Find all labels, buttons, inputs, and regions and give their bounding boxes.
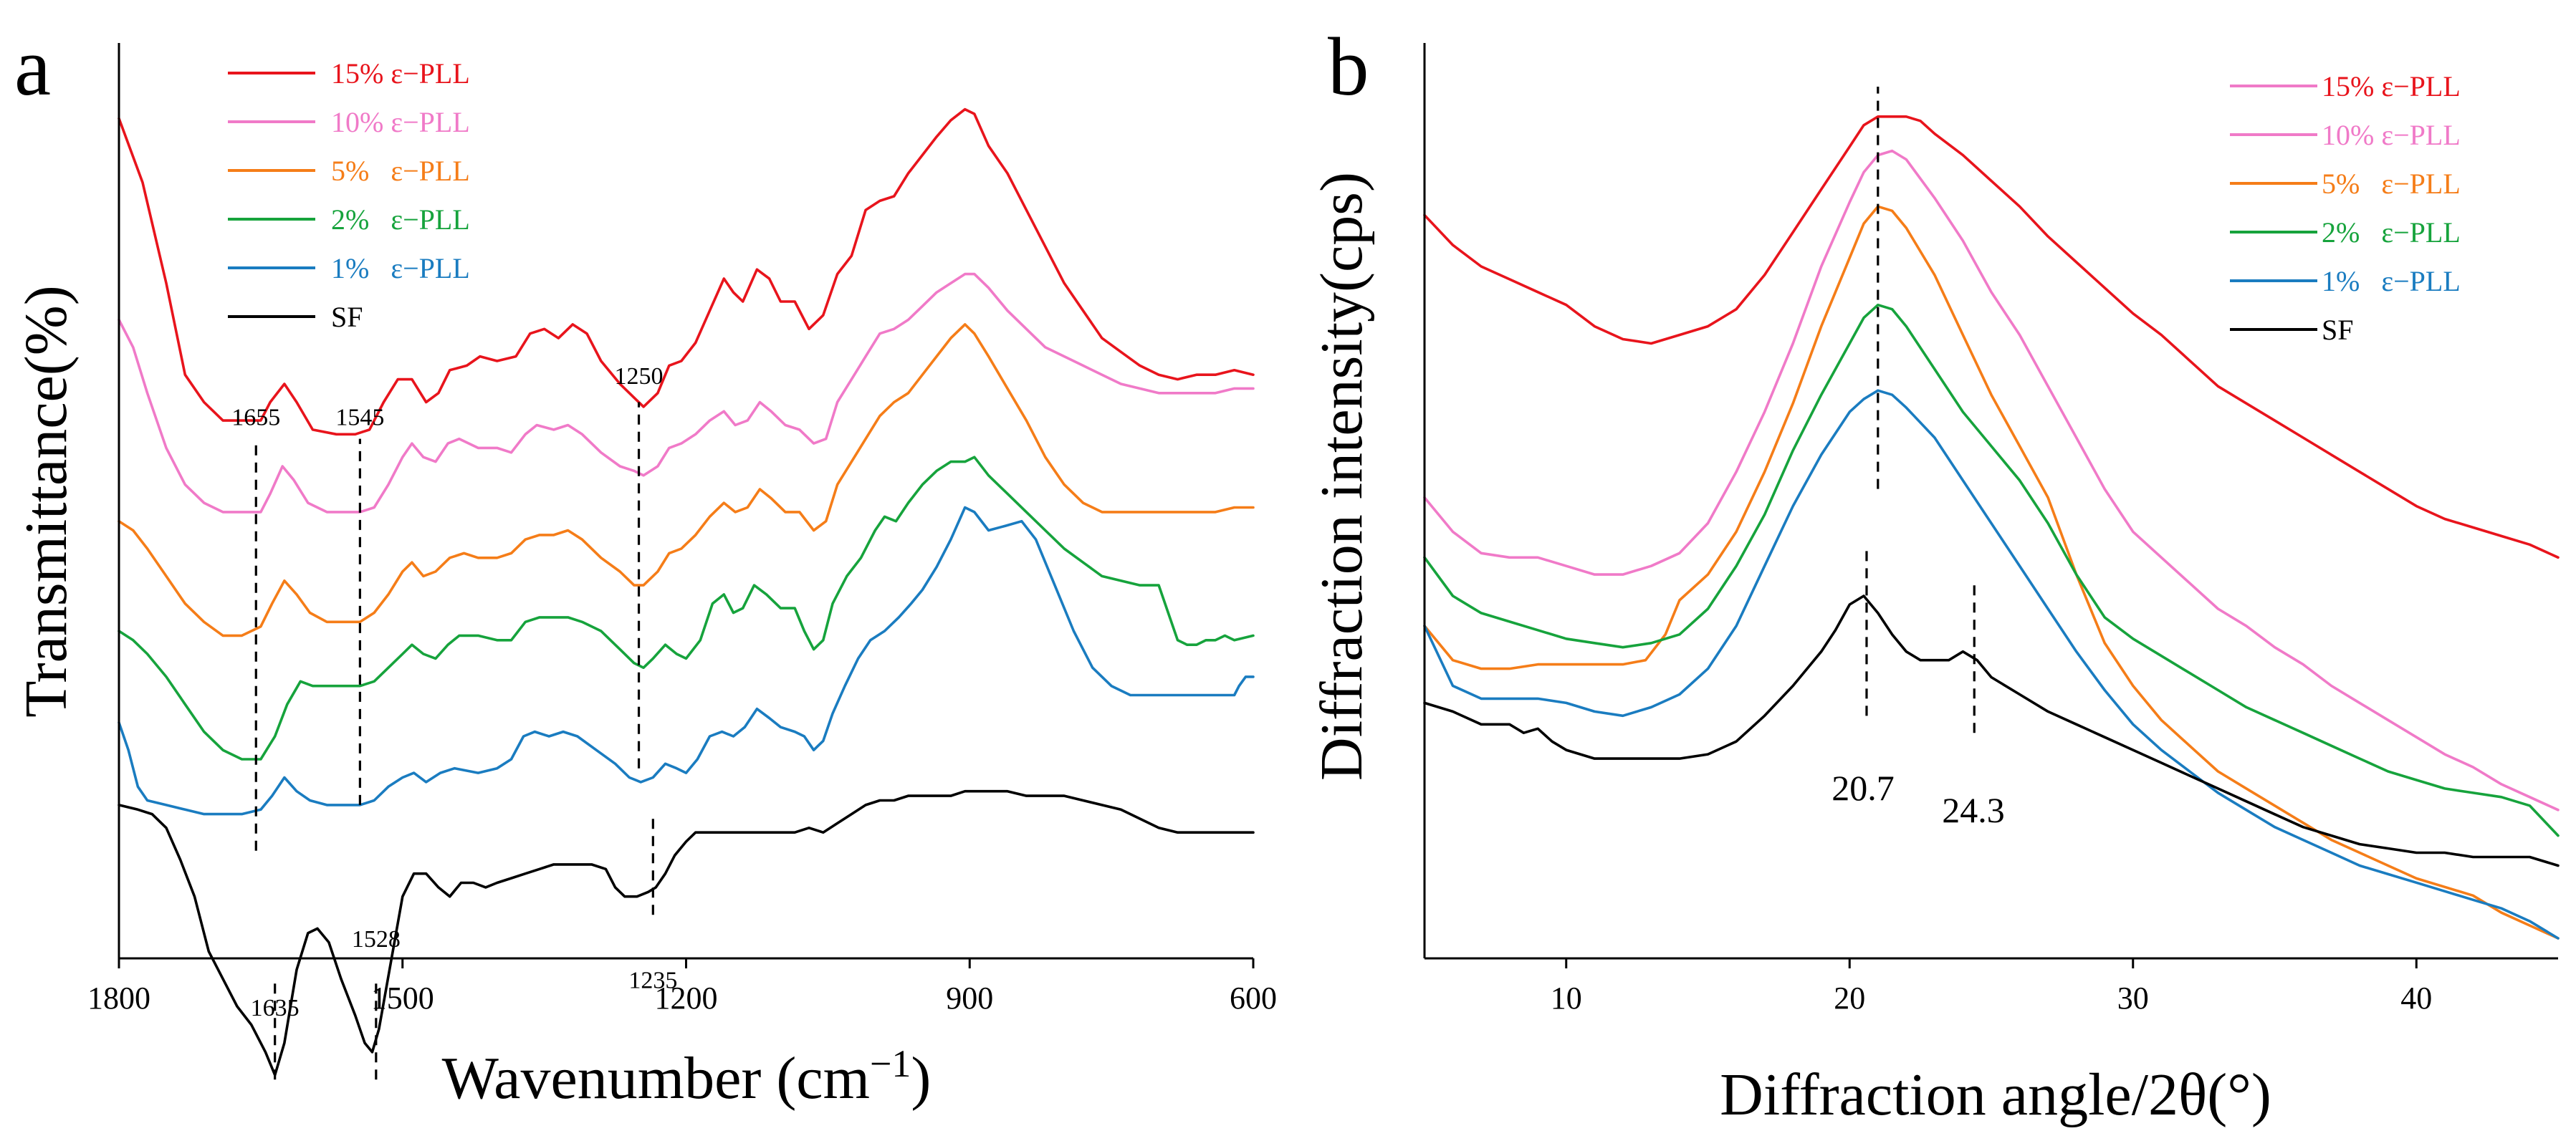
panel-b-x-axis-title: Diffraction angle/2θ(°)	[1720, 1061, 2271, 1128]
panel-b-peak-label-20-7: 20.7	[1832, 768, 1895, 808]
panel-b-x-tick-label-40: 40	[2400, 981, 2432, 1016]
panel-a-legend-label-2-pll: 2% ε−PLL	[331, 203, 470, 236]
panel-a-plot-frame	[119, 43, 1253, 958]
panel-a-annotations: 1655 1545 1250 1635 1528 1235	[231, 363, 677, 1080]
panel-a-marker-label-1528: 1528	[352, 926, 401, 953]
panel-a-x-tick-label-1800: 1800	[87, 981, 150, 1016]
panel-a-marker-label-1235: 1235	[628, 967, 677, 993]
panel-b-series-2-pll	[1423, 303, 2560, 837]
panel-a-series-15-pll	[118, 107, 1255, 436]
panel-b-series-10-pll	[1423, 149, 2560, 812]
panel-b-y-axis-title: Diffraction intensity(cps)	[1308, 172, 1375, 781]
panel-a-series-sf	[118, 789, 1255, 1077]
panel-b-series-15-pll	[1423, 115, 2560, 559]
panel-a-x-axis-title-exponent: −1	[870, 1042, 911, 1085]
panel-a-x-axis-title-close: )	[911, 1045, 931, 1112]
panel-a-x-tick-label-900: 900	[946, 981, 993, 1016]
panel-b-series-sf	[1423, 594, 2560, 867]
panel-a-marker-label-1250: 1250	[615, 363, 664, 390]
panel-a-ftir-chart: a 1655 1545 1250 1635 1528 1235 1800 1500 1200 9…	[13, 21, 1277, 1112]
panel-a-marker-label-1655: 1655	[231, 404, 280, 430]
panel-a-x-tick-label-1500: 1500	[371, 981, 434, 1016]
panel-a-legend-label-5-pll: 5% ε−PLL	[331, 155, 470, 187]
panel-a-legend-label-sf: SF	[331, 301, 363, 333]
panel-a-x-tick-label-600: 600	[1230, 981, 1277, 1016]
panel-a-curves	[118, 107, 1255, 1077]
panel-a-x-axis-title: Wavenumber (cm−1)	[442, 1042, 932, 1112]
panel-a-letter: a	[14, 21, 51, 112]
panel-a-series-10-pll	[118, 272, 1255, 514]
panel-a-legend-label-10-pll: 10% ε−PLL	[331, 106, 470, 138]
panel-b-legend-label-10-pll: 10% ε−PLL	[2322, 119, 2461, 151]
panel-b-x-tick-label-30: 30	[2117, 981, 2149, 1016]
panel-a-marker-label-1545: 1545	[335, 404, 384, 430]
panel-b-annotations	[1865, 87, 1976, 733]
panel-a-x-axis-title-main: Wavenumber (cm	[442, 1045, 870, 1112]
panel-b-peak-label-24-3: 24.3	[1942, 790, 2005, 830]
panel-a-marker-label-1635: 1635	[251, 995, 300, 1021]
panel-b-x-ticks: 10 20 30 40	[1551, 958, 2432, 1016]
panel-b-legend-label-1-pll: 1% ε−PLL	[2322, 265, 2461, 297]
panel-b-x-tick-label-10: 10	[1551, 981, 1582, 1016]
panel-b-legend: 15% ε−PLL 10% ε−PLL 5% ε−PLL 2% ε−PLL 1% ε−P…	[2230, 70, 2461, 346]
panel-a-y-axis-title: Transmittance(%)	[13, 285, 80, 717]
panel-b-curves	[1423, 115, 2560, 940]
panel-a-x-tick-label-1200: 1200	[655, 981, 718, 1016]
panel-a-legend-label-1-pll: 1% ε−PLL	[331, 252, 470, 284]
panel-a-series-2-pll	[118, 456, 1255, 761]
panel-b-x-tick-label-20: 20	[1834, 981, 1865, 1016]
panel-b-legend-label-5-pll: 5% ε−PLL	[2322, 168, 2461, 200]
panel-b-legend-label-15-pll: 15% ε−PLL	[2322, 70, 2461, 102]
panel-b-xrd-chart: b 10 20 30 40 15% ε−PLL 10% ε−PLL 5% ε−PLL 2% …	[1308, 21, 2560, 1128]
panel-a-series-5-pll	[118, 323, 1255, 637]
panel-a-x-ticks: 1800 1500 1200 900 600	[87, 958, 1277, 1016]
panel-a-series-1-pll	[118, 506, 1255, 816]
panel-b-series-1-pll	[1423, 389, 2560, 940]
panel-b-series-5-pll	[1423, 205, 2560, 940]
panel-a-legend: 15% ε−PLL 10% ε−PLL 5% ε−PLL 2% ε−PLL 1% ε−P…	[228, 57, 470, 333]
panel-b-letter: b	[1328, 21, 1369, 112]
panel-b-legend-label-2-pll: 2% ε−PLL	[2322, 216, 2461, 249]
panel-a-legend-label-15-pll: 15% ε−PLL	[331, 57, 470, 90]
panel-b-legend-label-sf: SF	[2322, 314, 2354, 346]
